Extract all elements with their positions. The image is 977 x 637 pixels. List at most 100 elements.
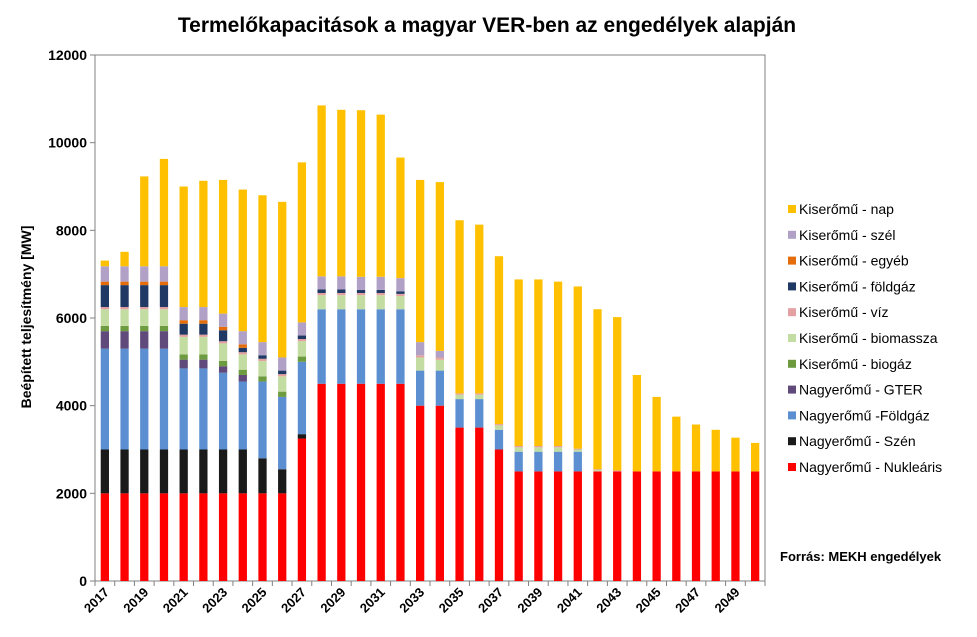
bar-segment-2022-5	[199, 336, 208, 355]
bar-segment-2020-3	[159, 331, 169, 349]
bar-segment-2047-10	[691, 424, 701, 472]
x-tick-label: 2049	[712, 585, 743, 616]
bar-segment-2026-4	[278, 391, 287, 397]
bar-segment-2039-0	[534, 471, 543, 581]
bar-segment-2037-2	[494, 429, 504, 450]
bar-segment-2023-6	[218, 341, 228, 344]
bar-segment-2017-5	[100, 309, 109, 326]
bar-segment-2022-1	[199, 449, 208, 494]
bar-segment-2021-10	[179, 186, 188, 308]
bar-segment-2020-5	[159, 309, 169, 326]
y-tick-label: 8000	[56, 222, 87, 238]
bar-segment-2017-0	[100, 493, 109, 581]
bar-segment-2020-9	[159, 266, 169, 282]
bar-segment-2041-2	[573, 451, 582, 472]
bar-segment-2027-7	[297, 335, 307, 340]
bar-segment-2034-5	[435, 359, 444, 371]
legend-label: Kiserőmű - földgáz	[799, 278, 916, 294]
bar-segment-2035-6	[455, 393, 464, 395]
bar-segment-2033-6	[416, 355, 425, 358]
bar-segment-2026-7	[278, 370, 287, 375]
bar-segment-2027-10	[297, 162, 307, 323]
bar-segment-2019-8	[140, 281, 149, 286]
bar-segment-2023-9	[218, 313, 228, 327]
bar-segment-2020-4	[159, 325, 169, 332]
bar-segment-2048-10	[711, 429, 720, 472]
bar-segment-2032-7	[396, 291, 405, 294]
bar-segment-2022-3	[199, 359, 208, 369]
legend-swatch	[788, 282, 796, 291]
bar-segment-2041-5	[573, 449, 582, 452]
bar-segment-2023-8	[218, 326, 228, 331]
bar-segment-2049-10	[731, 437, 740, 472]
bar-segment-2023-4	[218, 360, 228, 367]
x-tick-label: 2025	[239, 585, 270, 616]
bar-segment-2035-2	[455, 399, 464, 428]
bar-segment-2027-2	[297, 361, 307, 435]
legend-label: Kiserőmű - szél	[799, 227, 895, 243]
legend-label: Nagyerőmű - GTER	[799, 382, 923, 398]
bar-segment-2046-10	[672, 416, 681, 472]
legend-swatch	[788, 256, 796, 265]
bar-segment-2039-10	[534, 279, 543, 446]
bar-segment-2026-0	[278, 493, 287, 581]
bar-segment-2023-3	[218, 366, 228, 373]
x-tick-label: 2047	[672, 585, 703, 616]
bar-segment-2032-2	[396, 309, 405, 384]
bar-segment-2024-2	[238, 381, 247, 450]
bar-segment-2030-6	[356, 293, 366, 296]
bar-segment-2018-9	[120, 266, 129, 282]
bar-segment-2022-4	[199, 354, 208, 360]
y-axis: 0 2000 4000 6000 8000 10000 12000	[48, 47, 95, 589]
bar-segment-2048-0	[711, 471, 720, 581]
bar-segment-2050-0	[751, 471, 760, 581]
bar-segment-2030-0	[356, 383, 366, 581]
x-tick-label: 2039	[514, 585, 545, 616]
bar-segment-2044-10	[632, 374, 642, 472]
bar-segment-2019-5	[140, 309, 149, 326]
bar-segment-2035-10	[455, 220, 464, 394]
bar-segment-2021-6	[179, 334, 188, 337]
legend-label: Kiserőmű - biomassza	[799, 330, 938, 346]
bar-segment-2025-6	[258, 358, 267, 361]
bar-segment-2021-2	[179, 368, 188, 450]
x-tick-label: 2027	[278, 585, 309, 616]
bar-segment-2018-2	[120, 348, 129, 450]
legend-swatch	[788, 205, 796, 213]
bar-segment-2032-0	[396, 383, 405, 581]
bar-segment-2018-5	[120, 309, 129, 326]
legend-swatch	[788, 463, 796, 471]
bar-segment-2025-9	[258, 342, 267, 356]
bar-segment-2021-1	[179, 449, 188, 494]
bar-segment-2018-7	[120, 285, 129, 308]
bar-segment-2042-0	[593, 471, 602, 581]
bar-segment-2040-6	[553, 445, 563, 448]
bar-segment-2021-9	[179, 307, 188, 321]
bar-segment-2024-9	[238, 331, 247, 345]
bar-segment-2029-5	[337, 295, 346, 310]
bar-segment-2019-7	[140, 285, 149, 308]
x-tick-label: 2019	[120, 585, 151, 616]
bar-segment-2032-5	[396, 296, 405, 310]
bar-segment-2021-8	[179, 320, 188, 324]
bar-segment-2022-9	[199, 307, 208, 321]
bar-segment-2022-0	[199, 493, 208, 581]
x-tick-label: 2033	[396, 585, 427, 616]
bar-segment-2020-10	[159, 158, 169, 267]
bar-segment-2025-2	[258, 381, 267, 459]
bar-segment-2019-2	[140, 348, 149, 450]
bar-segment-2028-7	[317, 289, 326, 294]
bars	[100, 105, 760, 581]
bar-segment-2017-4	[100, 325, 109, 332]
bar-segment-2023-5	[218, 343, 228, 361]
bar-segment-2049-0	[731, 471, 740, 581]
bar-segment-2038-2	[514, 451, 523, 472]
bar-segment-2033-0	[416, 405, 425, 581]
bar-segment-2042-10	[593, 309, 602, 470]
bar-segment-2018-4	[120, 325, 129, 332]
bar-segment-2024-7	[238, 347, 247, 353]
legend-label: Nagyerőmű -Földgáz	[799, 407, 930, 423]
y-tick-label: 10000	[48, 135, 87, 151]
bar-segment-2039-2	[534, 451, 543, 472]
